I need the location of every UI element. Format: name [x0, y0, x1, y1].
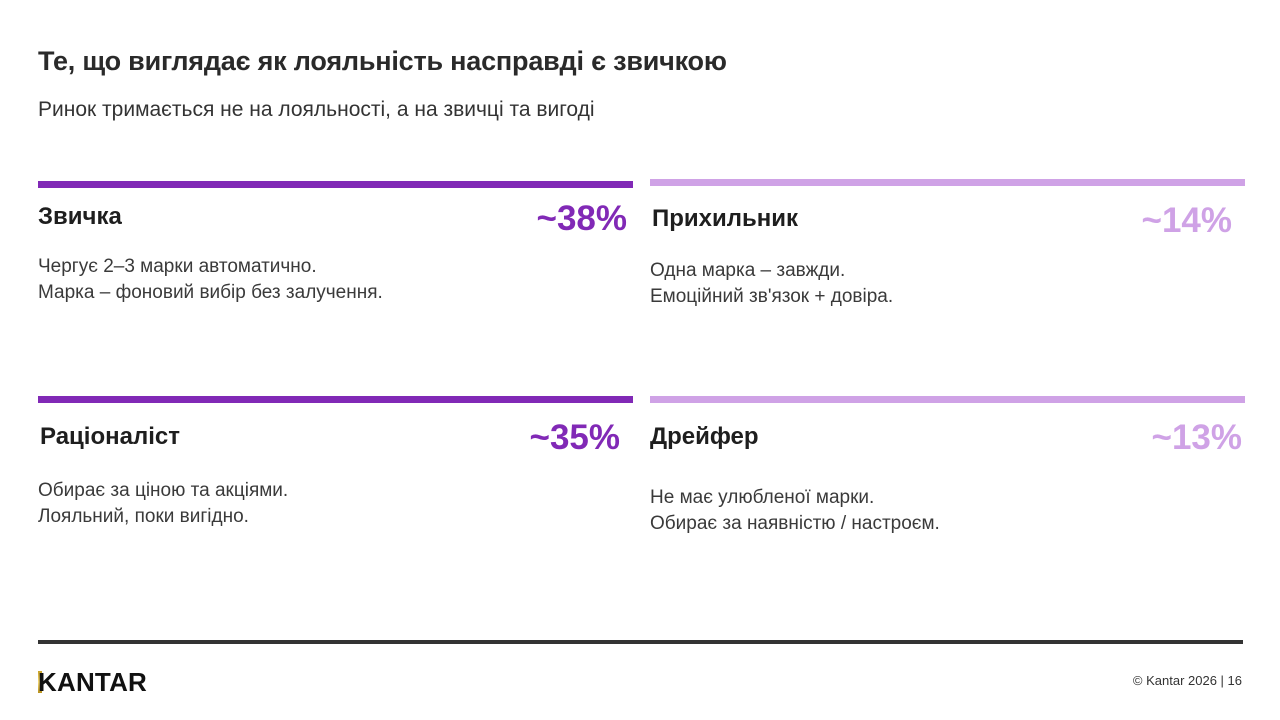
segment-card-devotee: Прихильник ~14% Одна марка – завжди. Емо… [650, 179, 1245, 319]
segment-name: Звичка [38, 203, 122, 230]
segment-description-line: Не має улюбленої марки. [650, 487, 875, 508]
segment-share: ~14% [1141, 201, 1233, 240]
segment-description: Одна марка – завжди. Емоційний зв'язок +… [650, 258, 893, 310]
segment-description: Не має улюбленої марки. Обирає за наявні… [650, 485, 940, 537]
segment-description-line: Обирає за ціною та акціями. [38, 480, 289, 501]
segment-accent-bar [650, 179, 1245, 186]
kantar-logo: KANTAR [38, 667, 147, 697]
segment-name: Дрейфер [650, 423, 759, 450]
segment-accent-bar [38, 181, 633, 188]
segment-description-line: Лояльний, поки вигідно. [38, 506, 249, 527]
segment-card-rationalist: Раціоналіст ~35% Обирає за ціною та акці… [38, 396, 633, 536]
copyright-page-number: © Kantar 2026 | 16 [1132, 673, 1242, 688]
segment-card-drifter: Дрейфер ~13% Не має улюбленої марки. Оби… [650, 396, 1245, 536]
segment-description: Чергує 2–3 марки автоматично. Марка – фо… [38, 254, 383, 306]
segment-share: ~13% [1151, 418, 1243, 457]
page-title: Те, що виглядає як лояльність насправді … [38, 46, 727, 76]
segment-name: Прихильник [652, 205, 799, 232]
segment-description: Обирає за ціною та акціями. Лояльний, по… [38, 478, 288, 530]
segment-name: Раціоналіст [40, 423, 180, 450]
page-subtitle: Ринок тримається не на лояльності, а на … [38, 98, 595, 121]
logo-text: KANTAR [38, 666, 148, 697]
logo-gold-bar-icon [38, 671, 42, 693]
segment-accent-bar [650, 396, 1245, 403]
segment-share: ~38% [536, 199, 628, 238]
segment-accent-bar [38, 396, 633, 403]
segment-description-line: Чергує 2–3 марки автоматично. [38, 256, 317, 277]
segment-share: ~35% [529, 418, 621, 457]
footer-divider [38, 640, 1243, 644]
segment-description-line: Обирає за наявністю / настроєм. [650, 513, 940, 534]
segment-description-line: Емоційний зв'язок + довіра. [650, 286, 894, 307]
segment-description-line: Одна марка – завжди. [650, 260, 846, 281]
segment-card-habit: Звичка ~38% Чергує 2–3 марки автоматично… [38, 181, 633, 321]
segment-description-line: Марка – фоновий вибір без залучення. [38, 282, 383, 303]
